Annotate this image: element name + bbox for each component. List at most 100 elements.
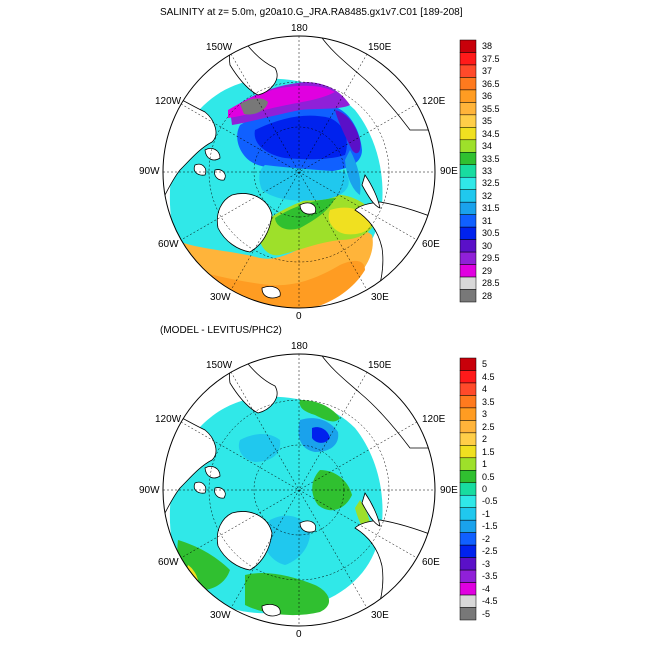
colorbar-label: 0 [482, 484, 488, 494]
colorbar-swatch [459, 470, 477, 484]
p1-lon-150w: 150W [206, 42, 233, 53]
colorbar-label: 3.5 [482, 396, 495, 407]
colorbar-swatch [459, 164, 477, 178]
colorbar-label: 4.5 [482, 371, 495, 382]
colorbar-swatch [459, 569, 477, 583]
p1-lon-90e: 90E [440, 166, 458, 177]
colorbar-label: 3 [482, 409, 488, 420]
colorbar-swatch [459, 482, 477, 496]
colorbar-swatch [459, 289, 477, 303]
colorbar-swatch [459, 89, 477, 103]
panel1-boundary [162, 35, 436, 309]
p1-lon-30e: 30E [371, 292, 389, 303]
colorbar-swatch [459, 214, 477, 228]
colorbar-label: 31 [482, 215, 493, 226]
colorbar-label: -2 [482, 533, 491, 544]
colorbar-label: 35.5 [482, 103, 500, 114]
colorbar-label: 32 [482, 190, 493, 201]
p1-lon-150e: 150E [368, 42, 392, 53]
colorbar-swatch [459, 139, 477, 153]
colorbar-label: 29 [482, 265, 493, 276]
p2-lon-90e: 90E [440, 485, 458, 496]
p2-lon-180: 180 [291, 341, 308, 352]
p1-lon-120w: 120W [155, 96, 182, 107]
colorbar-label: 37.5 [482, 53, 500, 64]
colorbar-swatch [459, 544, 477, 558]
colorbar-label: 29.5 [482, 253, 500, 264]
colorbar-label: -5 [482, 608, 491, 619]
colorbar-swatch [459, 64, 477, 78]
panel2-boundary [162, 353, 436, 627]
p1-lon-0: 0 [296, 311, 302, 322]
p2-lon-150e: 150E [368, 360, 392, 371]
colorbar-label: -0.5 [482, 496, 498, 507]
colorbar-swatch [459, 114, 477, 128]
colorbar-swatch [459, 519, 477, 533]
colorbar-swatch [459, 251, 477, 265]
colorbar-swatch [459, 532, 477, 546]
colorbar-label: 30.5 [482, 228, 500, 239]
colorbar-swatch [459, 445, 477, 459]
p1-lon-60e: 60E [422, 239, 440, 250]
p2-lon-60w: 60W [158, 557, 179, 568]
colorbar-label: 30 [482, 240, 493, 251]
panel1-graticule [163, 36, 435, 308]
colorbar-label: 1 [482, 459, 488, 470]
colorbar-swatch [459, 607, 477, 621]
p2-lon-120e: 120E [422, 414, 446, 425]
colorbar-swatch [459, 382, 477, 396]
colorbar-label: -4 [482, 583, 491, 594]
colorbar-label: 5 [482, 359, 488, 370]
colorbar-swatch [459, 582, 477, 596]
colorbar-swatch [459, 594, 477, 608]
colorbar-swatch [459, 189, 477, 203]
colorbar-swatch [459, 176, 477, 190]
colorbar-swatch [459, 201, 477, 215]
p2-lon-0: 0 [296, 629, 302, 640]
p2-lon-120w: 120W [155, 414, 182, 425]
colorbar-label: 28 [482, 290, 493, 301]
colorbar-label: 31.5 [482, 203, 500, 214]
colorbar-label: 33 [482, 166, 493, 176]
p2-lon-150w: 150W [206, 360, 233, 371]
colorbar-label: 33.5 [482, 153, 500, 164]
panel2-graticule [163, 354, 435, 626]
colorbar-label: 34 [482, 141, 493, 152]
colorbar-label: -4.5 [482, 596, 498, 607]
panel2-title: (MODEL - LEVITUS/PHC2) [160, 325, 282, 336]
colorbar-label: 0.5 [482, 471, 495, 482]
colorbar-label: -2.5 [482, 546, 498, 557]
p2-lon-30w: 30W [210, 610, 231, 621]
colorbar-swatch [459, 494, 477, 508]
colorbar-swatch [459, 77, 477, 91]
colorbar-label: 37 [482, 66, 493, 77]
p1-lon-60w: 60W [158, 239, 179, 250]
colorbar-swatch [459, 395, 477, 409]
colorbar-swatch [459, 457, 477, 471]
colorbar-label: -3.5 [482, 571, 498, 582]
colorbar-label: 32.5 [482, 178, 500, 189]
colorbar-swatch [459, 557, 477, 571]
colorbar-label: 36.5 [482, 78, 500, 89]
colorbar-label: 28.5 [482, 278, 500, 289]
colorbar-label: 34.5 [482, 128, 500, 139]
p1-lon-120e: 120E [422, 96, 446, 107]
colorbar-swatch [459, 370, 477, 384]
colorbar-swatch [459, 507, 477, 521]
colorbar-swatch [459, 276, 477, 290]
anomaly-colorbar [459, 357, 477, 621]
colorbar-label: -1.5 [482, 521, 498, 532]
colorbar-label: 35 [482, 116, 493, 127]
colorbar-label: -3 [482, 558, 491, 569]
colorbar-swatch [459, 39, 477, 53]
colorbar-swatch [459, 52, 477, 66]
colorbar-label: 36 [482, 91, 493, 102]
p1-lon-90w: 90W [139, 166, 160, 177]
panel1-title: SALINITY at z= 5.0m, g20a10.G_JRA.RA8485… [160, 7, 463, 18]
colorbar-label: 1.5 [482, 446, 495, 457]
colorbar-swatch [459, 357, 477, 371]
p2-lon-60e: 60E [422, 557, 440, 568]
p1-lon-30w: 30W [210, 292, 231, 303]
colorbar-swatch [459, 407, 477, 421]
